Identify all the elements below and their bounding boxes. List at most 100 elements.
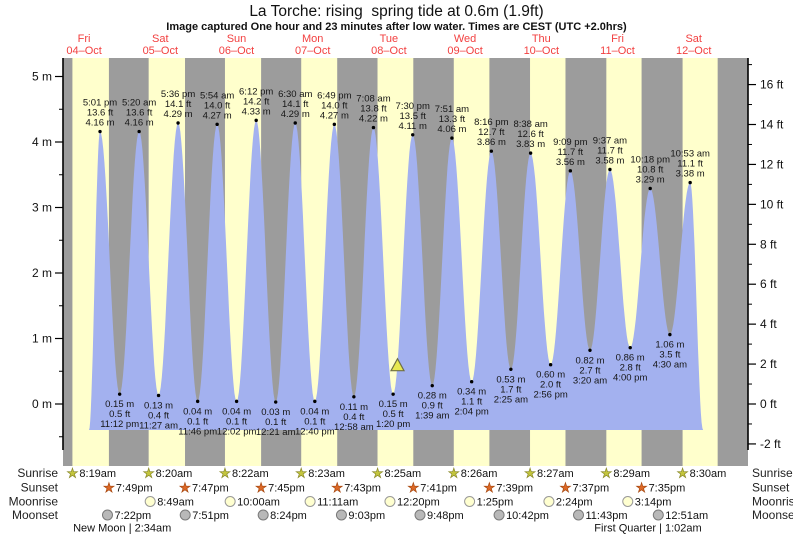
sunset-event: ★ 7:45pm	[255, 480, 305, 496]
moonset-event: 7:51pm	[179, 509, 229, 522]
sunrise-time: 8:30am	[690, 468, 727, 480]
moonset-time: 10:42pm	[506, 510, 549, 522]
high-tide-label-line: 4.29 m	[281, 109, 310, 120]
moonset-event: 11:43pm	[573, 509, 628, 522]
moonset-icon	[335, 509, 347, 521]
moonset-time: 9:03pm	[348, 510, 385, 522]
low-tide-label-line: 1:39 am	[415, 411, 449, 422]
high-tide-label-line: 3.29 m	[636, 175, 665, 186]
sunset-icon: ★	[255, 480, 267, 495]
sunrise-time: 8:26am	[461, 468, 498, 480]
moonrise-event: 8:49am	[144, 496, 194, 509]
high-tide-label-line: 8:16 pm	[474, 117, 508, 128]
high-tide-label-line: 5:36 pm	[161, 89, 195, 100]
sunrise-icon: ★	[219, 466, 231, 481]
axes-layer: 5 m 4 m 3 m 2 m 1 m 0 m 16 ft 14 ft 12 ft 10 ft 8 …	[32, 58, 784, 451]
moonset-icon	[414, 509, 426, 521]
moon-phase-label: New Moon | 2:34am	[73, 523, 171, 535]
low-tide-label-line: 4:00 pm	[613, 373, 647, 384]
low-tide-label-line: 11:27 am	[139, 420, 178, 431]
low-tide-label-line: 2:25 am	[494, 394, 528, 405]
low-tide-label-line: 0.11 m	[340, 402, 368, 413]
moonset-icon	[179, 509, 191, 521]
day-date-label: 05–Oct	[143, 45, 178, 57]
sun-moon-events-layer: ★ 8:19am ★ 8:20am ★ 8:22am ★ 8:23am ★ 8:25am ★ 8:26…	[66, 465, 727, 535]
moonrise-time: 8:49am	[157, 497, 194, 509]
moonset-time: 12:51am	[665, 510, 708, 522]
low-tide-label-line: 0.13 m	[144, 400, 173, 411]
low-tide-annotation: 0.15 m0.5 ft1:20 pm	[376, 399, 410, 430]
moonrise-icon	[464, 496, 476, 507]
moonrise-icon	[144, 496, 156, 507]
sunset-time: 7:45pm	[268, 483, 305, 495]
sunrise-time: 8:22am	[232, 468, 269, 480]
high-tide-label-line: 11.1 ft	[677, 159, 703, 170]
tide-extremum-dot	[156, 393, 161, 398]
chart-title: La Torche: rising spring tide at 0.6m (1…	[249, 3, 544, 20]
sunset-time: 7:41pm	[420, 483, 457, 495]
low-tide-label-line: 3.5 ft	[659, 350, 680, 361]
sunrise-event: ★ 8:22am	[219, 465, 269, 481]
low-tide-label-line: 12:40 pm	[295, 426, 335, 437]
low-tide-label-line: 0.5 ft	[383, 409, 404, 420]
moonrise-event: 12:20pm	[384, 496, 440, 509]
low-tide-label-line: 1.7 ft	[500, 384, 521, 395]
sunset-icon: ★	[636, 480, 648, 495]
tide-extremum-dot	[588, 348, 592, 352]
moonset-time: 11:43pm	[586, 510, 628, 522]
low-tide-label-line: 1.1 ft	[461, 397, 482, 408]
moon-phase-label: First Quarter | 1:02am	[594, 523, 701, 535]
moonset-event: 12:51am	[652, 509, 708, 522]
high-tide-label-line: 4.11 m	[399, 121, 427, 132]
left-axis-tick-label: 0 m	[32, 397, 52, 411]
high-tide-label-line: 14.0 ft	[204, 100, 231, 111]
moonset-time: 7:22pm	[114, 510, 151, 522]
high-tide-label-line: 5:20 am	[122, 98, 156, 109]
low-tide-label-line: 3:20 am	[573, 375, 607, 386]
sunrise-time: 8:29am	[613, 468, 650, 480]
day-name-label: Mon	[302, 33, 323, 45]
low-tide-label-line: 0.53 m	[496, 374, 525, 385]
moonset-icon	[573, 509, 585, 521]
sunrise-time: 8:25am	[385, 468, 422, 480]
tide-extremum-dot	[293, 121, 297, 125]
tide-extremum-dot	[668, 332, 672, 337]
moonset-event: 10:42pm	[493, 509, 549, 522]
moonrise-event: 11:11am	[304, 496, 358, 509]
right-axis-tick-label: 2 ft	[760, 357, 777, 371]
labels-layer: Fri04–OctSat05–OctSun06–OctMon07–OctTue0…	[66, 33, 711, 57]
low-tide-label-line: 0.04 m	[300, 406, 329, 417]
high-tide-label-line: 13.6 ft	[87, 108, 114, 119]
tide-extremum-dot	[688, 180, 692, 185]
tide-extremum-dot	[430, 383, 434, 388]
high-tide-label-line: 4.22 m	[359, 114, 388, 125]
day-name-label: Tue	[380, 33, 399, 45]
moonrise-icon	[384, 496, 396, 507]
low-tide-label-line: 0.04 m	[183, 406, 212, 417]
high-tide-label-line: 4.33 m	[242, 106, 271, 117]
sunrise-event: ★ 8:20am	[142, 465, 192, 481]
high-tide-label-line: 13.6 ft	[126, 108, 153, 119]
moonset-icon	[652, 509, 664, 521]
tide-extremum-dot	[391, 392, 395, 396]
right-axis-tick-label: 0 ft	[760, 397, 777, 411]
moonset-event: 9:03pm	[335, 509, 385, 522]
sunrise-icon: ★	[295, 466, 307, 481]
right-axis-tick-label: -2 ft	[760, 437, 781, 451]
low-tide-label-line: 0.1 ft	[226, 416, 247, 427]
tide-extremum-dot	[411, 133, 415, 137]
left-axis-tick-label: 2 m	[32, 266, 52, 280]
tide-extremum-dot	[117, 392, 122, 396]
low-tide-annotation: 0.82 m2.7 ft3:20 am	[573, 355, 607, 386]
